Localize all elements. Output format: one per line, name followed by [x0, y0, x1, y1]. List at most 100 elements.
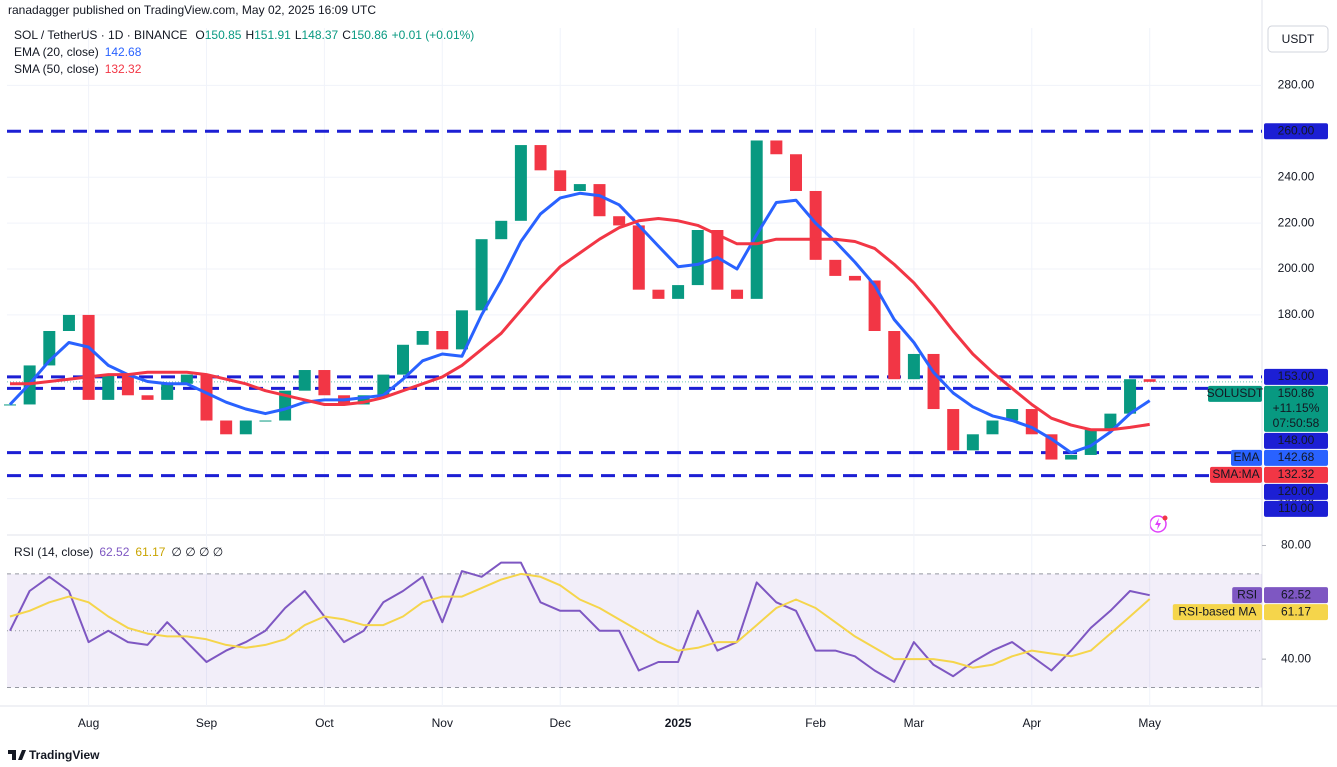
- x-tick-label: Feb: [805, 716, 826, 730]
- level-label: 260.00: [1278, 123, 1315, 137]
- series-tag: [1231, 449, 1262, 466]
- legend-item: SMA (50, close) 132.32: [14, 62, 142, 76]
- series-line: [9, 561, 1150, 683]
- legend-name: EMA (20, close): [14, 45, 99, 59]
- candle: [397, 344, 409, 375]
- legend-name: RSI (14, close): [14, 545, 93, 559]
- series-tag-label: SMA:MA: [1212, 467, 1259, 481]
- candle: [986, 420, 999, 435]
- x-tick-label: Sep: [196, 716, 218, 730]
- ohlc-label: H: [245, 28, 254, 42]
- candle: [731, 289, 744, 299]
- candle: [4, 404, 16, 406]
- value-tag-label: 61.17: [1281, 604, 1311, 618]
- ohlc-value: 150.85: [205, 28, 242, 42]
- candle: [436, 331, 449, 350]
- x-tick-label: Aug: [78, 716, 99, 730]
- series-tag-label: EMA: [1233, 450, 1259, 464]
- level-tag: [1264, 483, 1328, 500]
- legend-name: SMA (50, close): [14, 62, 99, 76]
- y-tick-label: 280.00: [1278, 78, 1315, 92]
- series-tag-label: RSI: [1237, 587, 1257, 601]
- legend-item: EMA (20, close) 142.68: [14, 45, 142, 59]
- series-tag: [1172, 604, 1262, 621]
- price-tag: [1264, 385, 1328, 432]
- candle: [888, 331, 901, 380]
- candle: [534, 145, 547, 171]
- footer-logo: TradingView: [29, 748, 100, 762]
- series-tag: [1232, 587, 1262, 604]
- y-tick-label: 80.00: [1281, 538, 1311, 552]
- candle: [1065, 454, 1078, 460]
- y-tick-label: 200.00: [1278, 261, 1315, 275]
- x-tick-label: Dec: [550, 716, 571, 730]
- level-label: 148.00: [1278, 433, 1315, 447]
- x-tick-label: Nov: [432, 716, 453, 730]
- ohlc-value: 151.91: [254, 28, 291, 42]
- publish-header: ranadagger published on TradingView.com,…: [8, 3, 376, 17]
- candle: [1084, 429, 1097, 455]
- candle: [455, 310, 468, 350]
- footer-logo-icon: [8, 750, 26, 760]
- candle: [200, 374, 213, 421]
- value-tag-label: 132.32: [1278, 467, 1315, 481]
- ohlc-label: C: [342, 28, 351, 42]
- value-tag: [1264, 449, 1328, 466]
- candle: [475, 239, 488, 311]
- candle: [239, 420, 252, 435]
- currency-button[interactable]: [1267, 25, 1329, 53]
- candle: [141, 395, 154, 400]
- legend-value: 142.68: [105, 45, 142, 59]
- candle: [495, 220, 508, 240]
- legend-extra: ∅ ∅ ∅ ∅: [171, 545, 223, 559]
- candle: [593, 184, 606, 217]
- last-change: +11.15%: [1273, 401, 1320, 415]
- candle: [416, 331, 429, 345]
- ohlc-label: O: [195, 28, 204, 42]
- legend-main: SOL / TetherUS · 1D · BINANCE O150.85 H151…: [14, 28, 474, 42]
- currency: USDT: [1282, 32, 1315, 46]
- level-tag: [1264, 368, 1328, 385]
- candle: [750, 140, 763, 299]
- chart-title: SOL / TetherUS · 1D · BINANCE: [14, 28, 187, 42]
- series-line: [10, 217, 1150, 432]
- candle: [220, 420, 233, 435]
- legend-value: 132.32: [105, 62, 142, 76]
- level-tag: [1264, 123, 1328, 140]
- y-tick-label: 240.00: [1278, 169, 1315, 183]
- legend-value: 62.52: [99, 545, 129, 559]
- series-tag: [1210, 466, 1262, 483]
- candle: [377, 374, 390, 396]
- series-line: [9, 572, 1151, 669]
- level-label: 120.00: [1278, 484, 1315, 498]
- candle: [82, 314, 95, 400]
- x-tick-label: 2025: [665, 716, 692, 730]
- candle: [161, 383, 174, 400]
- candle: [790, 154, 802, 191]
- candle: [259, 420, 272, 422]
- x-tick-label: Mar: [904, 716, 925, 730]
- candle: [947, 409, 960, 451]
- ohlc-label: L: [295, 28, 302, 42]
- y-tick-label: 220.00: [1278, 215, 1315, 229]
- candle: [809, 190, 822, 260]
- series-tag: [1208, 385, 1262, 402]
- series-tag-label: RSI-based MA: [1178, 604, 1256, 618]
- candle: [573, 184, 586, 191]
- candle: [298, 370, 311, 391]
- value-tag: [1264, 466, 1328, 483]
- ohlc-value: 150.86: [351, 28, 388, 42]
- value-tag: [1264, 587, 1328, 604]
- candle: [966, 434, 979, 451]
- candle: [613, 216, 626, 226]
- candle: [554, 170, 567, 191]
- series-line: [8, 191, 1151, 455]
- level-label: 110.00: [1278, 501, 1314, 515]
- candle: [1124, 379, 1137, 414]
- candle: [357, 395, 370, 405]
- candle: [1104, 413, 1117, 430]
- candle: [279, 390, 292, 421]
- candle: [711, 230, 724, 290]
- ohlc-value: 148.37: [302, 28, 339, 42]
